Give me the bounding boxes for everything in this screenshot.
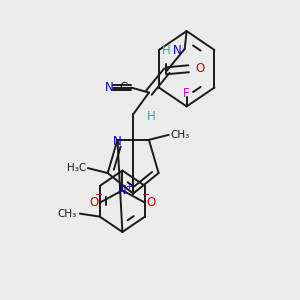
Text: +: + (125, 182, 132, 191)
Text: N: N (118, 184, 127, 197)
Text: O: O (146, 196, 155, 209)
Text: N: N (173, 44, 182, 57)
Text: C: C (119, 81, 127, 94)
Text: O: O (89, 196, 99, 209)
Text: N: N (105, 81, 113, 94)
Text: CH₃: CH₃ (171, 130, 190, 140)
Text: H: H (147, 110, 156, 123)
Text: CH₃: CH₃ (58, 208, 77, 219)
Text: N: N (113, 135, 122, 148)
Text: F: F (183, 87, 190, 100)
Text: H₃C: H₃C (67, 163, 86, 173)
Text: O: O (195, 62, 204, 75)
Text: −: − (142, 190, 150, 200)
Text: H: H (162, 44, 171, 57)
Text: −: − (94, 190, 103, 200)
